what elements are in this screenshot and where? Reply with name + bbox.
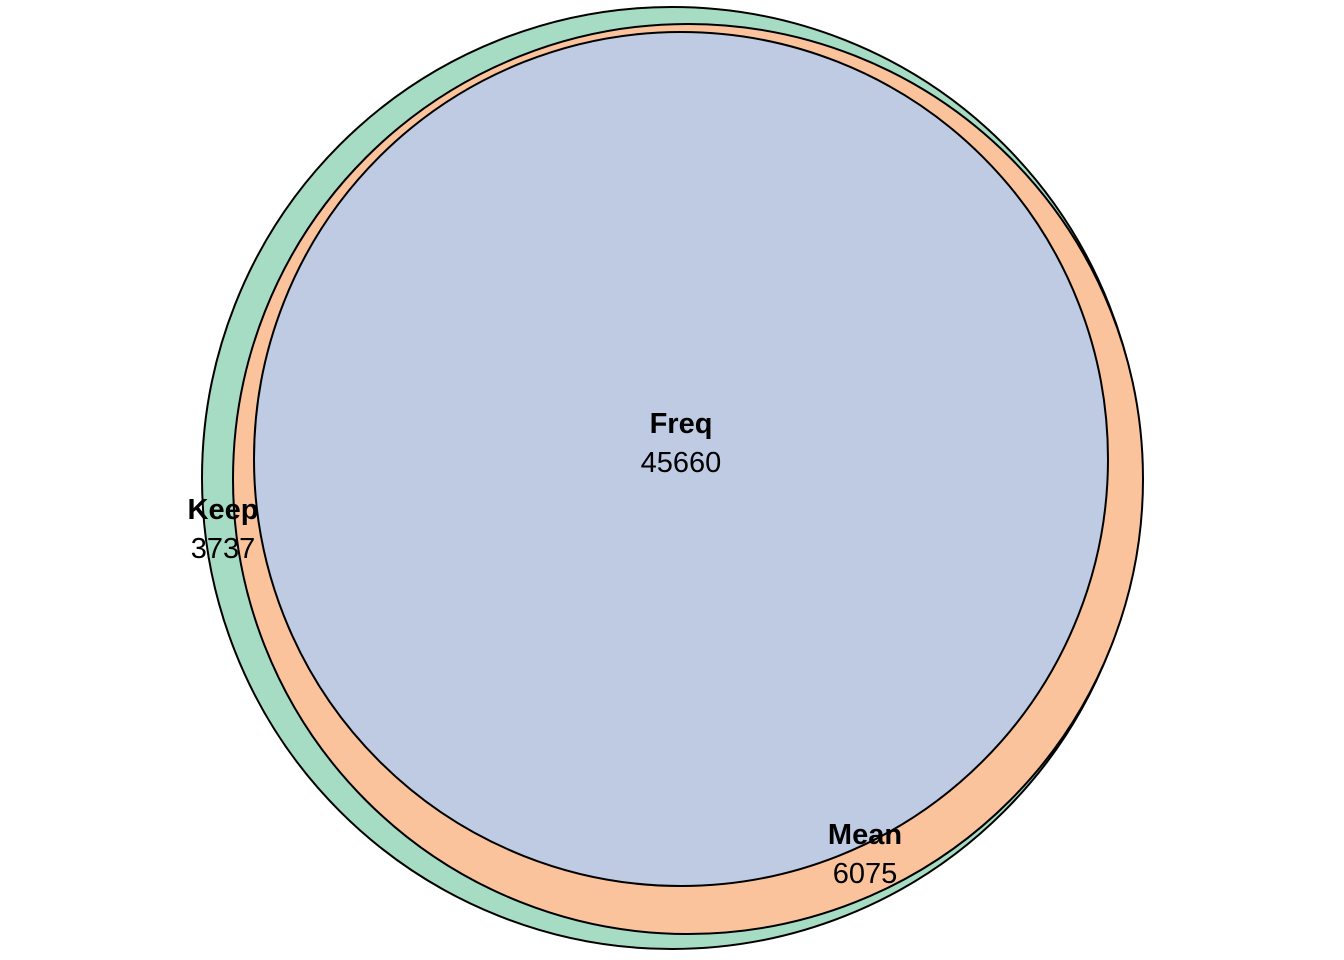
set-keep-count: 3737 (191, 533, 256, 565)
set-freq-name: Freq (650, 408, 713, 440)
set-mean-count: 6075 (833, 858, 898, 890)
set-freq-circle (253, 31, 1109, 887)
set-keep-name: Keep (188, 494, 259, 526)
set-mean-name: Mean (828, 819, 902, 851)
set-freq-count: 45660 (641, 447, 722, 479)
